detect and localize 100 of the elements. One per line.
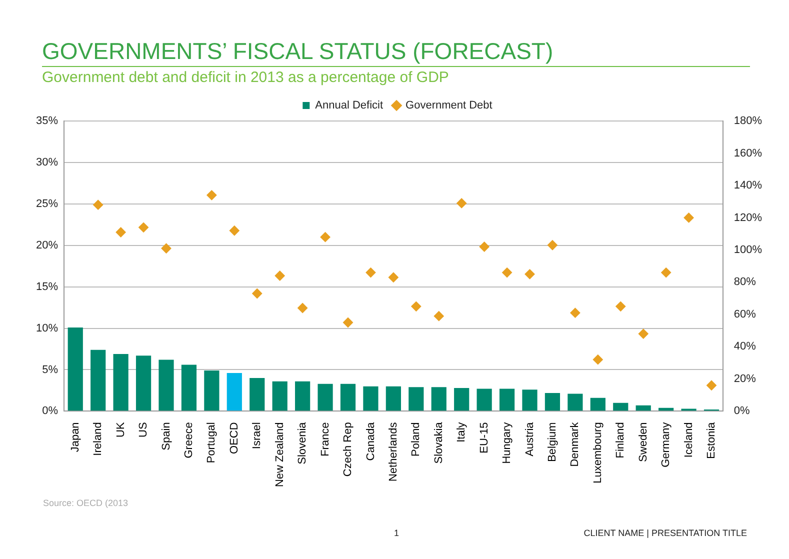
y-tick-label: 5% (42, 364, 58, 376)
bar (636, 405, 651, 411)
y2-tick-label: 40% (734, 340, 756, 353)
point (434, 311, 444, 322)
point (388, 272, 398, 282)
x-tick-label: Japan (69, 422, 82, 452)
point (524, 269, 535, 280)
point (456, 198, 467, 208)
point (570, 308, 580, 318)
bar (408, 387, 424, 411)
y2-tick-label: 100% (734, 244, 762, 256)
y2-tick-label: 0% (734, 405, 750, 418)
x-tick-label: New Zealand (274, 422, 286, 488)
y-tick-label: 20% (36, 239, 58, 252)
x-tick-label: Czech Rep (342, 422, 354, 477)
point (298, 303, 308, 314)
x-tick-label: Netherlands (387, 422, 400, 482)
x-tick-label: Luxembourg (592, 422, 604, 484)
y2-tick-label: 160% (734, 147, 762, 160)
point (479, 242, 490, 252)
y2-tick-label: 20% (734, 372, 756, 385)
text: CLIENT NAME | PRESENTATION TITLE (584, 528, 747, 538)
point (206, 190, 217, 200)
point (592, 354, 603, 365)
point (684, 212, 694, 223)
point (547, 240, 558, 250)
point (366, 268, 376, 278)
bar (158, 360, 174, 411)
x-tick-label: Estonia (706, 421, 718, 459)
x-tick-label: Hungary (501, 422, 514, 464)
chart-title: GOVERNMENTS’ FISCAL STATUS (FORECAST) (42, 38, 750, 67)
point (320, 232, 330, 242)
point (502, 268, 512, 278)
x-tick-label: Canada (364, 421, 377, 461)
y2-tick-label: 120% (734, 212, 762, 224)
y2-tick-label: 140% (734, 180, 762, 192)
x-tick-label: Slovakia (432, 421, 445, 464)
y2-tick-label: 180% (734, 115, 762, 128)
x-tick-label: Spain (160, 422, 172, 450)
point (116, 227, 126, 238)
bar (204, 370, 220, 411)
x-tick-label: Greece (183, 422, 195, 458)
bar (544, 392, 560, 411)
x-tick-label: Sweden (637, 422, 650, 462)
point (93, 200, 104, 210)
x-tick-label: Finland (614, 422, 627, 458)
legend-label: Government Debt (406, 100, 492, 112)
x-tick-label: Slovenia (296, 421, 309, 464)
point (411, 301, 422, 312)
bar (272, 381, 288, 411)
point (138, 222, 149, 232)
point (616, 301, 626, 312)
point (161, 243, 172, 254)
bar (613, 402, 628, 411)
bar (250, 378, 265, 411)
y-tick-label: 15% (36, 280, 58, 293)
x-tick-label: Portugal (206, 422, 218, 464)
x-tick-label: Denmark (569, 422, 582, 467)
text: 1 (394, 528, 400, 538)
bar (568, 394, 583, 411)
point (229, 226, 240, 236)
point (638, 328, 648, 339)
x-tick-label: US (138, 422, 150, 438)
bar (295, 381, 310, 411)
bar (340, 384, 356, 411)
point (274, 270, 285, 281)
point (343, 318, 354, 328)
x-tick-label: Ireland (92, 422, 104, 456)
x-tick-label: Belgium (546, 422, 559, 462)
bar (68, 327, 83, 411)
bar (454, 388, 470, 411)
y-tick-label: 30% (36, 156, 58, 168)
bar (522, 390, 538, 411)
y-tick-label: 35% (36, 115, 58, 128)
x-tick-label: EU-15 (478, 422, 490, 454)
bar (318, 384, 333, 411)
bar (386, 386, 401, 411)
point (252, 288, 262, 298)
bar (181, 364, 197, 411)
bar (590, 398, 606, 411)
x-tick-label: France (319, 422, 332, 456)
chart-subtitle: Government debt and deficit in 2013 as a percentage of GDP (42, 69, 449, 86)
x-tick-label: Israel (251, 422, 264, 450)
y2-tick-label: 60% (734, 308, 756, 320)
bar (476, 388, 492, 411)
x-tick-label: Austria (524, 421, 536, 456)
x-tick-label: Poland (410, 422, 422, 456)
y-tick-label: 0% (42, 405, 58, 418)
bar (499, 388, 515, 411)
x-tick-label: Germany (660, 422, 672, 468)
point (706, 380, 717, 390)
x-tick-label: OECD (228, 422, 240, 454)
x-tick-label: UK (114, 422, 127, 438)
y2-tick-label: 80% (734, 276, 756, 288)
y-tick-label: 10% (36, 322, 58, 334)
y-tick-label: 25% (36, 198, 58, 210)
bar (226, 373, 242, 411)
source-note: Source: OECD (2013 (43, 498, 128, 508)
bar (431, 387, 446, 411)
bar (90, 350, 106, 411)
